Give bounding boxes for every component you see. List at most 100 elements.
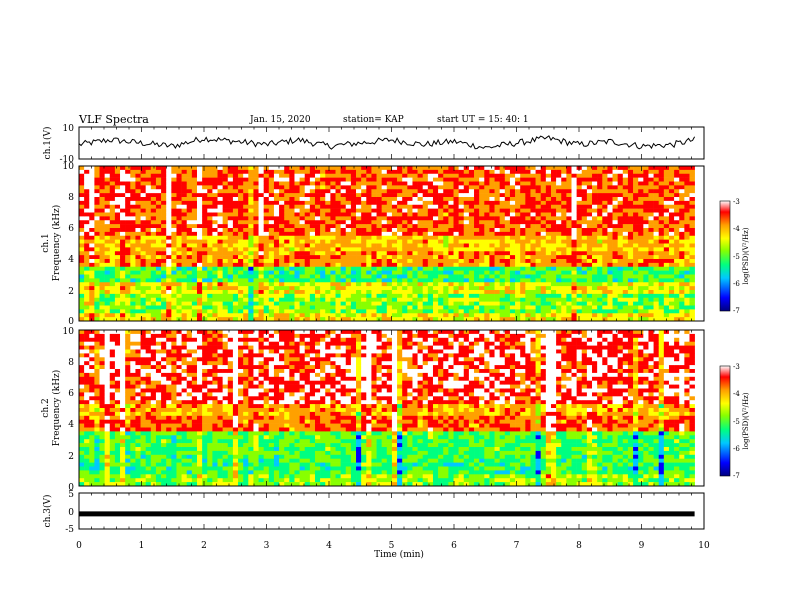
spectrogram-cell <box>114 290 121 295</box>
spectrogram-cell <box>104 216 111 221</box>
spectrogram-cell <box>314 278 321 283</box>
spectrogram-cell <box>612 224 618 229</box>
spectrogram-cell <box>222 282 229 287</box>
spectrogram-cell <box>386 212 393 217</box>
spectrogram-cell <box>561 204 567 209</box>
spectrogram-cell <box>145 309 152 314</box>
spectrogram-cell <box>99 349 105 354</box>
spectrogram-cell <box>248 212 254 217</box>
spectrogram-cell <box>668 189 675 194</box>
spectrogram-cell <box>689 185 695 190</box>
spectrogram-cell <box>376 228 382 233</box>
spectrogram-cell <box>289 173 295 178</box>
spectrogram-cell <box>668 231 675 237</box>
spectrogram-cell <box>643 282 649 287</box>
spectrogram-cell <box>684 228 690 233</box>
spectrogram-cell <box>643 216 649 221</box>
spectrogram-cell <box>109 259 116 264</box>
spectrogram-cell <box>268 204 275 209</box>
spectrogram-cell <box>232 297 239 302</box>
spectrogram-cell <box>161 228 167 233</box>
spectrogram-cell <box>381 235 388 240</box>
spectrogram-cell <box>381 251 388 256</box>
spectrogram-cell <box>535 181 542 186</box>
spectrogram-cell <box>689 274 695 279</box>
spectrogram-cell <box>597 220 603 225</box>
spectrogram-cell <box>643 220 649 225</box>
spectrogram-cell <box>463 278 470 283</box>
spectrogram-cell <box>171 255 177 260</box>
spectrogram-cell <box>458 169 465 175</box>
spectrogram-cell <box>489 166 495 171</box>
spectrogram-cell <box>648 220 654 225</box>
spectrogram-cell <box>356 313 362 318</box>
spectrogram-cell <box>504 216 511 221</box>
spectrogram-cell <box>145 243 152 248</box>
spectrogram-cell <box>545 286 552 291</box>
spectrogram-cell <box>612 282 618 287</box>
spectrogram-cell <box>135 193 141 198</box>
spectrogram-cell <box>366 297 372 302</box>
spectrogram-cell <box>212 200 218 206</box>
spectrogram-cell <box>227 255 234 260</box>
spectrogram-cell <box>232 270 239 275</box>
spectrogram-cell <box>504 208 511 213</box>
spectrogram-cell <box>602 270 608 275</box>
spectrogram-cell <box>279 220 285 225</box>
spectrogram-cell <box>381 243 388 248</box>
spectrogram-cell <box>520 173 526 178</box>
spectrogram-cell <box>114 243 121 248</box>
spectrogram-cell <box>84 290 90 295</box>
spectrogram-cell <box>268 301 275 306</box>
spectrogram-cell <box>386 297 393 302</box>
spectrogram-cell <box>217 266 223 271</box>
spectrogram-cell <box>520 181 526 186</box>
spectrogram-cell <box>294 220 300 225</box>
spectrogram-cell <box>643 305 649 310</box>
spectrogram-cell <box>479 313 485 318</box>
spectrogram-cell <box>397 200 403 206</box>
spectrogram-cell <box>494 274 500 279</box>
spectrogram-cell <box>350 251 357 256</box>
spectrogram-cell <box>556 166 562 171</box>
spectrogram-cell <box>89 177 95 182</box>
spectrogram-cell <box>648 266 654 271</box>
spectrogram-cell <box>499 297 506 302</box>
spectrogram-cell <box>94 365 100 370</box>
spectrogram-cell <box>509 286 516 291</box>
spectrogram-cell <box>181 317 188 322</box>
spectrogram-cell <box>186 197 193 202</box>
spectrogram-cell <box>576 274 583 279</box>
spectrogram-cell <box>633 262 639 268</box>
spectrogram-cell <box>253 278 259 283</box>
spectrogram-cell <box>176 169 182 175</box>
spectrogram-cell <box>186 301 193 306</box>
spectrogram-cell <box>674 309 680 314</box>
spectrogram-cell <box>345 216 352 221</box>
spectrogram-cell <box>448 224 454 229</box>
spectrogram-cell <box>530 309 536 314</box>
spectrogram-cell <box>340 212 347 217</box>
spectrogram-cell <box>109 193 116 198</box>
spectrogram-cell <box>232 200 239 206</box>
spectrogram-cell <box>248 177 254 182</box>
spectrogram-cell <box>515 282 521 287</box>
spectrogram-cell <box>268 220 275 225</box>
spectrogram-cell <box>561 235 567 240</box>
ch1-ytick-bottom: -10 <box>60 155 75 165</box>
spectrogram-cell <box>689 243 695 248</box>
spectrogram-cell <box>309 239 316 244</box>
spectrogram-cell <box>602 278 608 283</box>
spectrogram-cell <box>350 247 357 252</box>
spectrogram-cell <box>238 301 244 306</box>
spectrogram-cell <box>391 177 398 182</box>
spectrogram-cell <box>458 212 465 217</box>
spectrogram-cell <box>253 208 259 213</box>
spectrogram-cell <box>361 216 367 221</box>
spectrogram-cell <box>104 235 111 240</box>
spectrogram-cell <box>453 247 459 252</box>
spectrogram-cell <box>304 212 311 217</box>
spectrogram-cell <box>79 337 85 342</box>
spectrogram-cell <box>689 200 695 206</box>
spectrogram-cell <box>366 301 372 306</box>
